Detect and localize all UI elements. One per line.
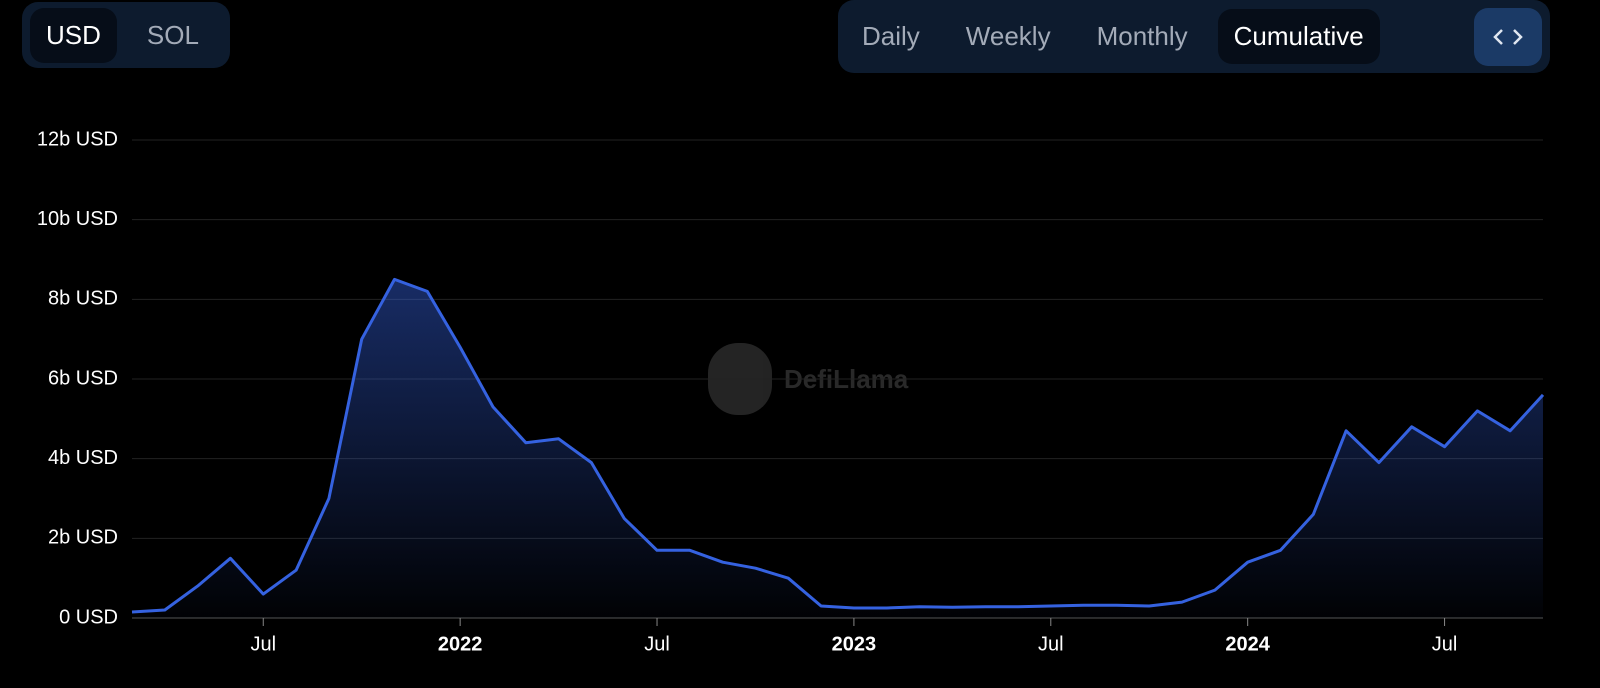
line bbox=[131, 277, 1545, 614]
y-tick-label: 6b USD bbox=[48, 367, 118, 389]
x-tick-label: 2024 bbox=[1225, 633, 1270, 655]
period-toggle: Daily Weekly Monthly Cumulative bbox=[838, 0, 1550, 73]
y-tick-label: 0 USD bbox=[59, 606, 118, 628]
toggle-button[interactable]: SOL bbox=[146, 19, 199, 50]
x-tick-label: Jul bbox=[250, 633, 276, 655]
x-tick-label: Jul bbox=[1038, 633, 1064, 655]
x-tick-label: 2022 bbox=[438, 633, 483, 655]
area bbox=[132, 279, 1543, 618]
y-tick-label: 8b USD bbox=[48, 288, 118, 310]
y-tick-label: 2b USD bbox=[48, 527, 118, 549]
toggle-button[interactable]: Daily bbox=[862, 21, 920, 51]
toggle-button[interactable]: USD bbox=[30, 7, 117, 63]
embed-button[interactable] bbox=[1474, 7, 1542, 66]
watermark: DefiLlama bbox=[708, 343, 909, 415]
toggle-button[interactable]: Cumulative bbox=[1217, 9, 1380, 64]
toggle-button[interactable]: Monthly bbox=[1096, 21, 1188, 51]
x-tick-label: Jul bbox=[1432, 633, 1458, 655]
y-tick-label: 4b USD bbox=[48, 447, 118, 469]
x-tick-label: 2023 bbox=[832, 633, 877, 655]
toggle-button[interactable]: Weekly bbox=[965, 21, 1051, 51]
embed-icon bbox=[1493, 28, 1523, 45]
x-tick-label: Jul bbox=[644, 633, 670, 655]
period-buttons: Daily Weekly Monthly Cumulative bbox=[846, 9, 1394, 64]
currency-toggle: USD SOL bbox=[22, 2, 230, 68]
y-tick-label: 12b USD bbox=[37, 128, 118, 150]
watermark-text: DefiLlama bbox=[784, 364, 909, 394]
y-tick-label: 10b USD bbox=[37, 208, 118, 230]
